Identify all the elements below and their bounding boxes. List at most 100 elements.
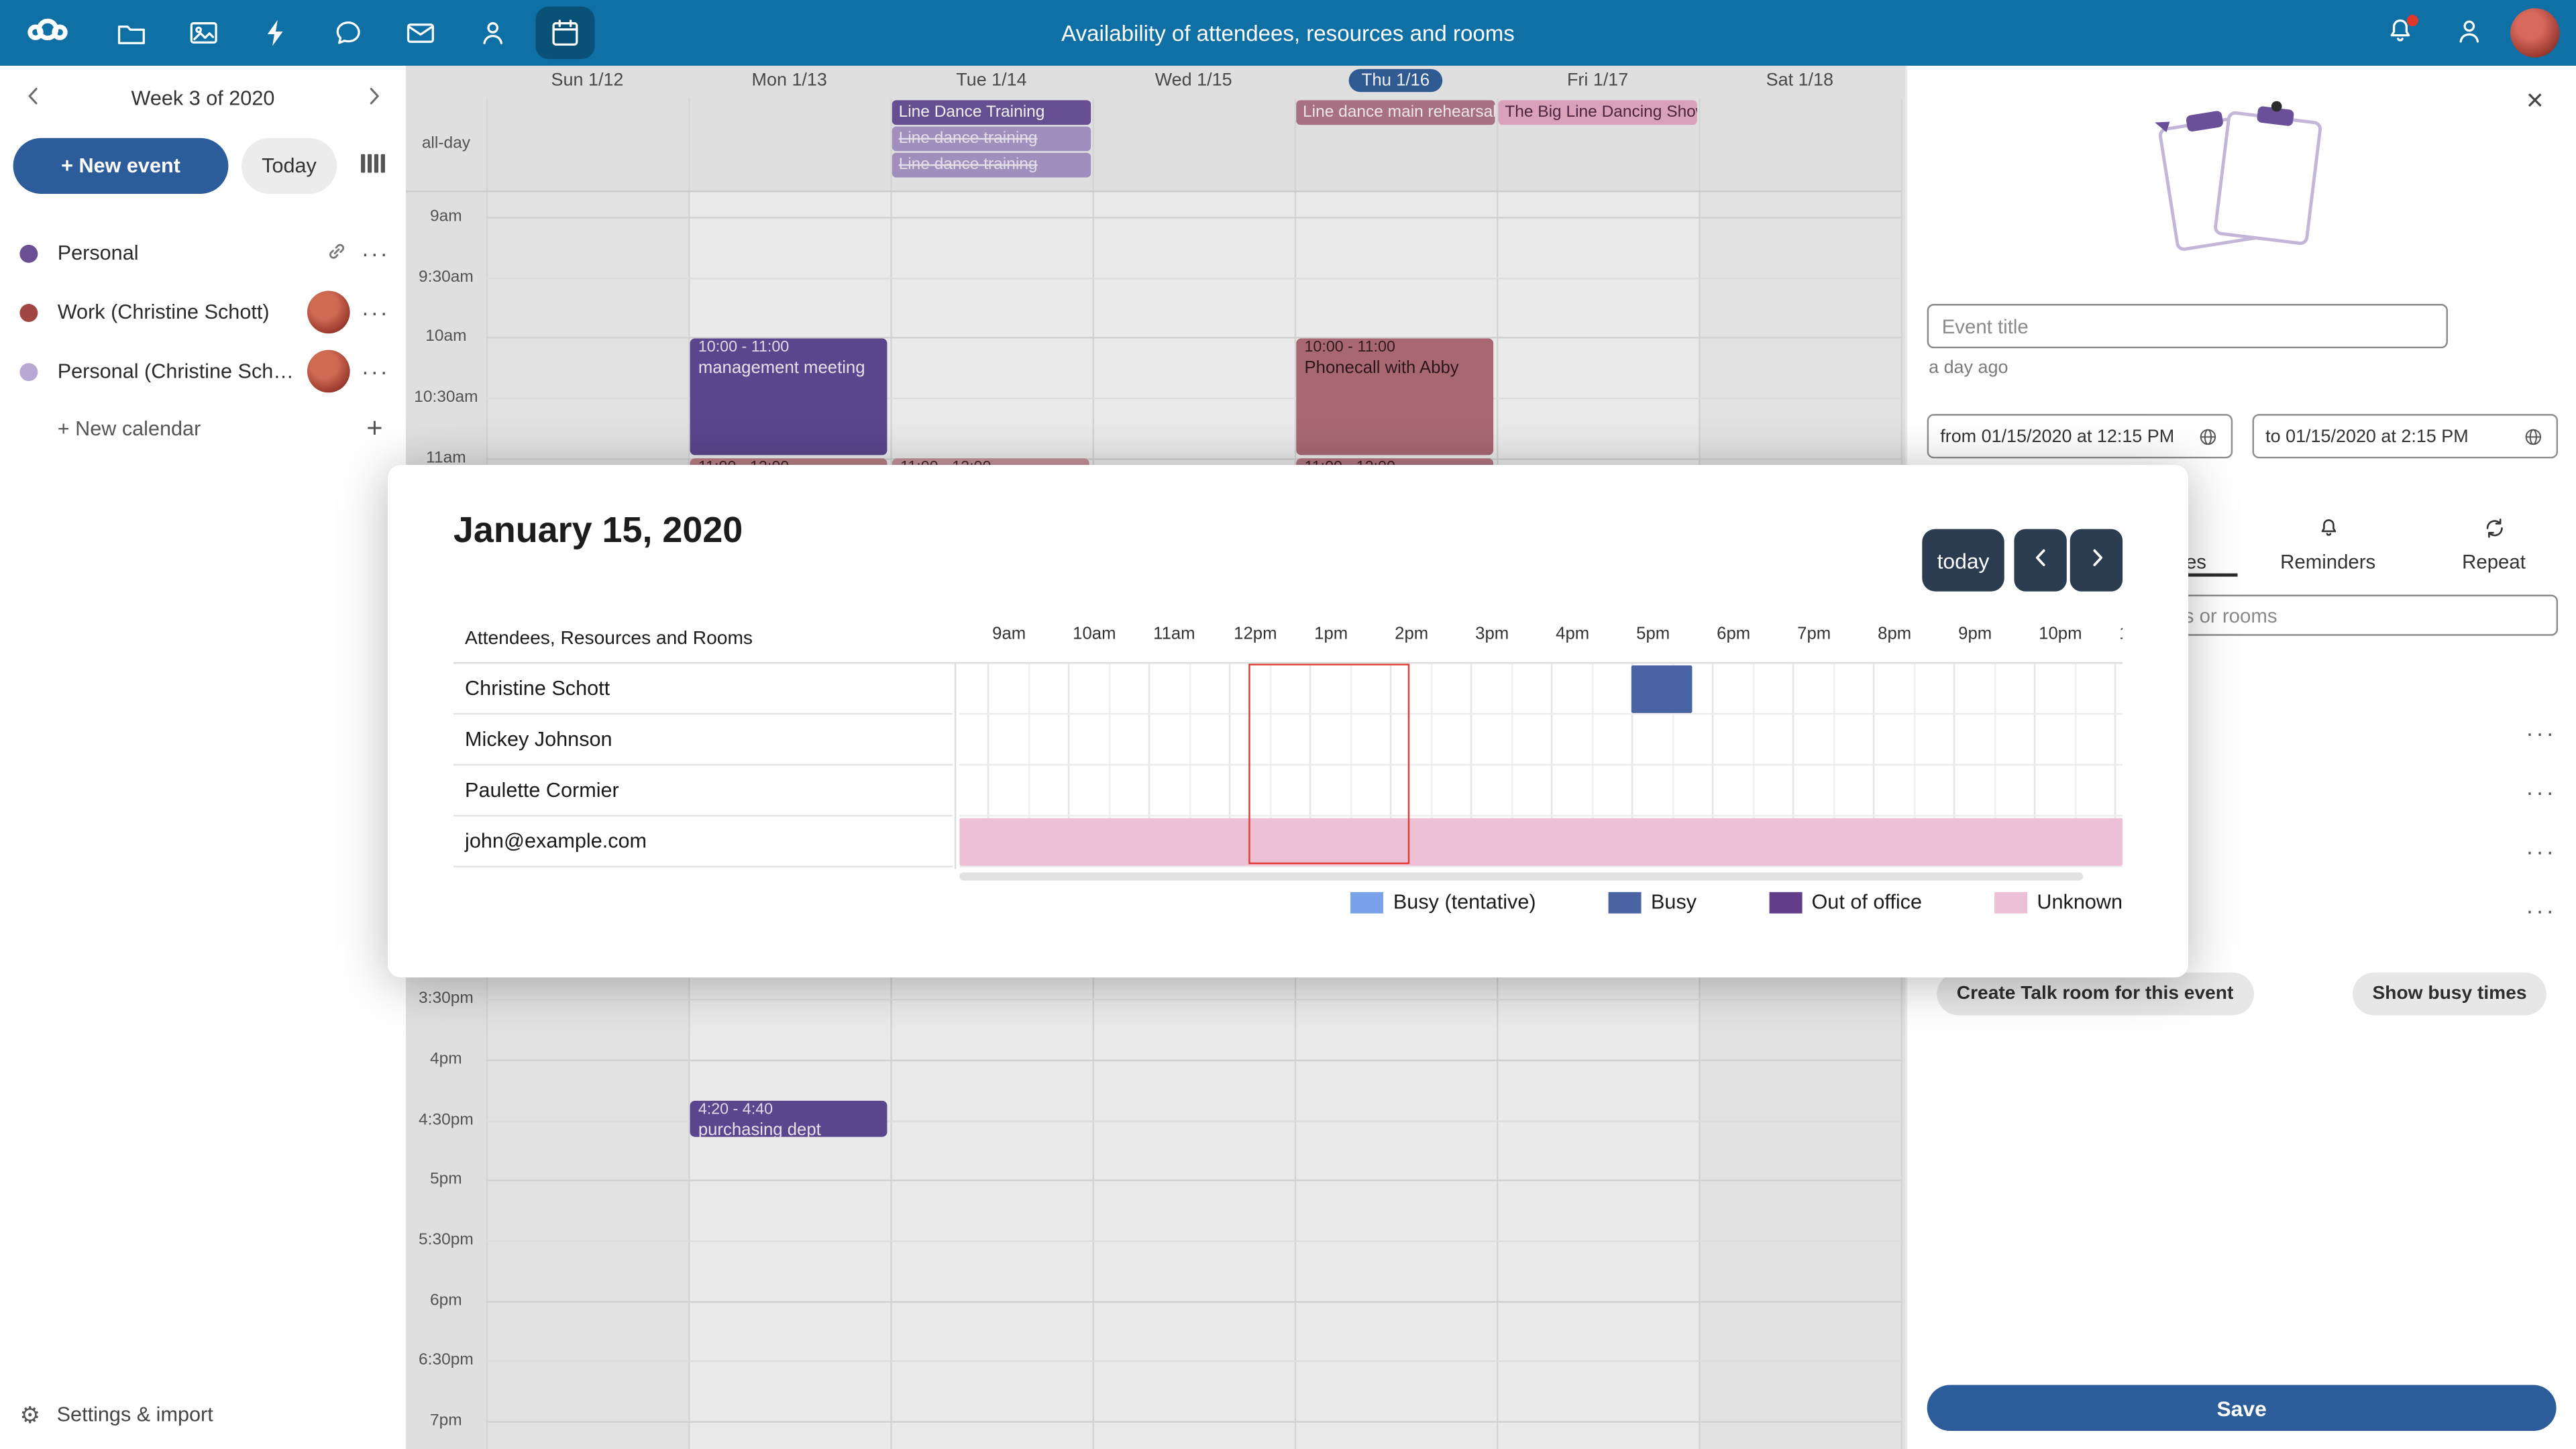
calendar-icon[interactable] bbox=[535, 6, 595, 60]
calendar-event[interactable]: 10:00 - 11:00 Phonecall with Abby bbox=[1296, 337, 1494, 455]
time-gutter-label: 11am bbox=[426, 448, 466, 467]
calendar-actions-menu[interactable]: ··· bbox=[361, 299, 390, 325]
tab-reminders[interactable]: Reminders bbox=[2253, 516, 2404, 575]
calendar-event[interactable]: 10:00 - 11:00 management meeting bbox=[690, 337, 888, 455]
photos-icon[interactable] bbox=[168, 0, 240, 66]
activity-icon[interactable] bbox=[240, 0, 313, 66]
grid-line-vertical bbox=[1913, 663, 1915, 868]
modal-previous-day-button[interactable] bbox=[2014, 529, 2067, 592]
start-datetime-value: from 01/15/2020 at 12:15 PM bbox=[1940, 426, 2175, 446]
chevron-right-icon bbox=[361, 84, 386, 113]
modal-today-button[interactable]: today bbox=[1922, 529, 2004, 592]
grid-line-vertical bbox=[1108, 663, 1110, 868]
calendar-name: Work (Christine Schott) bbox=[57, 301, 270, 324]
new-calendar-button[interactable]: + New calendar + bbox=[0, 401, 406, 457]
tab-repeat[interactable]: Repeat bbox=[2418, 516, 2569, 575]
allday-event[interactable]: Line Dance Training bbox=[892, 100, 1091, 125]
table-divider bbox=[453, 661, 2123, 664]
allday-event[interactable]: Line dance main rehearsal bbox=[1296, 100, 1495, 125]
create-talk-room-button[interactable]: Create Talk room for this event bbox=[1937, 972, 2253, 1016]
notifications-bell-icon[interactable] bbox=[2372, 5, 2428, 60]
mail-icon[interactable] bbox=[384, 0, 457, 66]
time-gutter-label: 6pm bbox=[430, 1291, 462, 1310]
selected-timespan[interactable] bbox=[1248, 663, 1410, 865]
contacts-icon[interactable] bbox=[457, 0, 529, 66]
grid-line-horizontal bbox=[486, 337, 1901, 339]
start-datetime-field[interactable]: from 01/15/2020 at 12:15 PM bbox=[1927, 414, 2233, 459]
grid-line-vertical bbox=[1228, 663, 1231, 868]
day-header: Tue 1/14 bbox=[890, 66, 1092, 95]
grid-line-vertical bbox=[1711, 663, 1714, 868]
calendar-event[interactable]: 4:20 - 4:40 purchasing dept bbox=[690, 1100, 888, 1138]
legend-swatch bbox=[1768, 891, 1802, 913]
top-bar-right bbox=[2372, 0, 2560, 66]
grid-line-vertical bbox=[1148, 663, 1150, 868]
bell-icon bbox=[2383, 14, 2416, 52]
grid-line-vertical bbox=[1027, 663, 1030, 868]
allday-event[interactable]: Line dance training bbox=[892, 126, 1091, 152]
contacts-menu-icon[interactable] bbox=[2441, 5, 2497, 60]
grid-line-vertical bbox=[1631, 663, 1633, 868]
timezone-globe-icon[interactable] bbox=[2196, 425, 2219, 447]
nextcloud-logo[interactable] bbox=[0, 9, 95, 56]
grid-line-horizontal bbox=[486, 1360, 1901, 1363]
time-gutter-label: 9:30am bbox=[419, 268, 474, 286]
end-datetime-field[interactable]: to 01/15/2020 at 2:15 PM bbox=[2252, 414, 2559, 459]
save-button[interactable]: Save bbox=[1927, 1385, 2557, 1432]
allday-event[interactable]: The Big Line Dancing Show bbox=[1498, 100, 1697, 125]
horizontal-scrollbar[interactable] bbox=[959, 872, 2084, 881]
attendee-actions-menu[interactable]: ··· bbox=[2526, 897, 2557, 924]
attendees-column-header: Attendees, Resources and Rooms bbox=[465, 629, 753, 649]
grid-line-horizontal bbox=[486, 276, 1901, 279]
calendar-color-dot bbox=[19, 244, 38, 262]
grid-line-vertical bbox=[1309, 663, 1311, 868]
grid-line-vertical bbox=[1470, 663, 1472, 868]
hour-label: 11pm bbox=[2119, 625, 2123, 644]
modal-next-day-button[interactable] bbox=[2070, 529, 2123, 592]
grid-line-vertical bbox=[1188, 663, 1191, 868]
availability-legend: Busy (tentative) Busy Out of office Unknown bbox=[1350, 890, 2123, 914]
day-header: Wed 1/15 bbox=[1093, 66, 1295, 95]
share-link-icon[interactable] bbox=[323, 237, 350, 269]
grid-line-vertical bbox=[987, 663, 989, 868]
attendee-name: Paulette Cormier bbox=[465, 778, 619, 802]
time-gutter-label: 4:30pm bbox=[419, 1111, 474, 1130]
calendar-actions-menu[interactable]: ··· bbox=[361, 358, 390, 385]
timezone-globe-icon[interactable] bbox=[2522, 425, 2544, 447]
calendar-name: Personal bbox=[57, 241, 139, 265]
calendar-list-item[interactable]: Personal (Christine Schott) ··· bbox=[0, 341, 406, 400]
calendar-actions-menu[interactable]: ··· bbox=[361, 239, 390, 266]
settings-import-button[interactable]: ⚙ Settings & import bbox=[0, 1390, 406, 1439]
row-divider bbox=[453, 814, 953, 817]
files-icon[interactable] bbox=[95, 0, 168, 66]
attendee-actions-menu[interactable]: ··· bbox=[2526, 837, 2557, 865]
chevron-left-icon bbox=[21, 84, 46, 113]
attendee-actions-menu[interactable]: ··· bbox=[2526, 778, 2557, 805]
show-busy-times-button[interactable]: Show busy times bbox=[2353, 972, 2546, 1016]
calendar-row-actions: ··· bbox=[307, 290, 390, 334]
tab-label: Reminders bbox=[2280, 550, 2376, 574]
hour-label: 9am bbox=[992, 624, 1026, 644]
next-week-button[interactable] bbox=[350, 76, 396, 122]
hour-label: 10am bbox=[1073, 624, 1116, 644]
allday-label: all-day bbox=[421, 134, 470, 153]
grid-line-vertical bbox=[1430, 663, 1432, 868]
new-event-button[interactable]: + New event bbox=[13, 138, 229, 194]
event-title-input[interactable] bbox=[1927, 304, 2448, 349]
week-navigation: Week 3 of 2020 bbox=[0, 66, 406, 131]
user-avatar[interactable] bbox=[2510, 8, 2560, 58]
allday-event[interactable]: Line dance training bbox=[892, 152, 1091, 178]
day-header: Thu 1/16 bbox=[1295, 66, 1497, 95]
day-header-label: Tue 1/14 bbox=[956, 70, 1027, 91]
attendee-actions-menu[interactable]: ··· bbox=[2526, 719, 2557, 746]
close-icon[interactable]: × bbox=[2514, 79, 2557, 122]
calendar-list-item[interactable]: Work (Christine Schott) ··· bbox=[0, 282, 406, 341]
dialog-date-title: January 15, 2020 bbox=[453, 509, 743, 551]
legend-label: Unknown bbox=[2037, 890, 2123, 914]
view-toggle-icon[interactable] bbox=[350, 145, 393, 188]
today-button[interactable]: Today bbox=[241, 138, 337, 194]
talk-icon[interactable] bbox=[312, 0, 384, 66]
previous-week-button[interactable] bbox=[10, 76, 56, 122]
bell-icon bbox=[2316, 516, 2341, 545]
calendar-list-item[interactable]: Personal ··· bbox=[0, 223, 406, 282]
